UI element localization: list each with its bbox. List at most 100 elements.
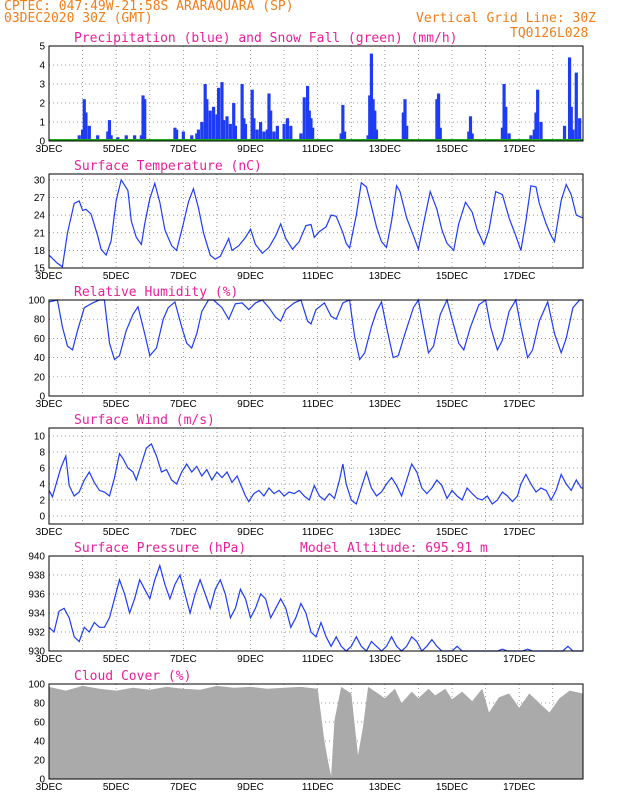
precip-bar bbox=[233, 125, 237, 141]
pressure-xtick: 3DEC bbox=[36, 654, 63, 665]
wind-xtick: 7DEC bbox=[170, 527, 197, 538]
precip-bar bbox=[225, 116, 229, 141]
temperature-ytick: 18 bbox=[34, 246, 46, 257]
pressure-title: Surface Pressure (hPa) bbox=[74, 541, 246, 556]
wind-line bbox=[48, 443, 583, 506]
precip-bar bbox=[258, 122, 263, 141]
precipitation-ytick: 4 bbox=[39, 61, 45, 72]
precipitation-xtick: 11DEC bbox=[302, 144, 334, 155]
precip-bar bbox=[243, 123, 248, 141]
precip-bar bbox=[567, 57, 572, 141]
precip-bar bbox=[96, 135, 100, 141]
precip-bar bbox=[504, 106, 508, 141]
temperature-xtick: 9DEC bbox=[237, 271, 264, 282]
precip-bar bbox=[500, 127, 504, 141]
precip-bar bbox=[374, 129, 379, 141]
precipitation-xtick: 9DEC bbox=[237, 144, 264, 155]
precip-bar bbox=[124, 135, 128, 141]
precip-bar bbox=[401, 112, 405, 141]
humidity-title: Relative Humidity (%) bbox=[74, 285, 238, 300]
precipitation-xtick: 17DEC bbox=[503, 144, 535, 155]
precip-bar bbox=[232, 103, 236, 141]
precip-bar bbox=[82, 99, 86, 141]
precip-bar bbox=[275, 125, 279, 141]
humidity-xtick: 5DEC bbox=[103, 399, 130, 410]
humidity-xtick: 9DEC bbox=[237, 399, 264, 410]
precip-bar bbox=[309, 118, 313, 141]
pressure-ytick: 940 bbox=[28, 552, 45, 563]
precip-bar bbox=[265, 129, 269, 141]
pressure-xtick: 13DEC bbox=[369, 654, 401, 665]
cloud-xtick: 3DEC bbox=[36, 782, 63, 793]
precipitation-title: Precipitation (blue) and Snow Fall (gree… bbox=[74, 31, 458, 46]
pressure-ytick: 930 bbox=[28, 647, 45, 658]
humidity-ytick: 100 bbox=[28, 296, 45, 307]
pressure-xtick: 9DEC bbox=[237, 654, 264, 665]
precip-bar bbox=[373, 110, 377, 141]
temperature-xtick: 3DEC bbox=[36, 271, 63, 282]
precip-bar bbox=[307, 110, 311, 141]
precip-bar bbox=[255, 129, 259, 141]
pressure-frame bbox=[48, 555, 584, 652]
humidity-ytick: 40 bbox=[34, 353, 46, 364]
humidity-frame bbox=[48, 299, 584, 397]
precip-bar bbox=[405, 125, 409, 141]
cloud-xtick: 11DEC bbox=[302, 782, 334, 793]
cloud-frame bbox=[48, 683, 584, 780]
precip-bar bbox=[285, 118, 290, 141]
cloud-ytick: 80 bbox=[34, 699, 46, 710]
code-label: TQ0126L028 bbox=[510, 26, 589, 41]
precip-bar bbox=[196, 129, 201, 141]
precip-bar bbox=[240, 84, 244, 141]
temperature-xtick: 5DEC bbox=[103, 271, 130, 282]
precip-bar bbox=[366, 135, 370, 141]
precip-bar bbox=[205, 99, 209, 141]
precip-bar bbox=[289, 125, 293, 141]
temperature-ytick: 24 bbox=[34, 211, 46, 222]
pressure-annotation: Model Altitude: 695.91 m bbox=[300, 541, 488, 556]
wind-title: Surface Wind (m/s) bbox=[74, 413, 215, 428]
precipitation-frame bbox=[48, 45, 584, 142]
cloud-xtick: 5DEC bbox=[103, 782, 130, 793]
precip-bar bbox=[228, 123, 232, 141]
humidity-ytick: 20 bbox=[34, 372, 46, 383]
precip-bar bbox=[77, 135, 81, 141]
precip-bar bbox=[107, 120, 112, 141]
precip-bar bbox=[302, 97, 306, 141]
wind-xtick: 9DEC bbox=[237, 527, 264, 538]
temperature-xtick: 15DEC bbox=[436, 271, 468, 282]
precip-bar bbox=[215, 114, 219, 141]
humidity-xtick: 3DEC bbox=[36, 399, 63, 410]
precipitation-xtick: 15DEC bbox=[436, 144, 468, 155]
temperature-ytick: 30 bbox=[34, 175, 46, 186]
cloud-ytick: 60 bbox=[34, 718, 46, 729]
pressure-ytick: 936 bbox=[28, 590, 45, 601]
cloud-area bbox=[49, 685, 583, 779]
precip-bar bbox=[339, 133, 343, 141]
precip-bar bbox=[190, 135, 194, 141]
temperature-ytick: 15 bbox=[34, 264, 46, 275]
cloud-ytick: 20 bbox=[34, 756, 46, 767]
wind-xtick: 11DEC bbox=[302, 527, 334, 538]
precip-bar bbox=[203, 84, 207, 141]
precipitation-xtick: 7DEC bbox=[170, 144, 197, 155]
temperature-xtick: 17DEC bbox=[503, 271, 535, 282]
humidity-ytick: 60 bbox=[34, 334, 46, 345]
precip-bar bbox=[578, 118, 582, 141]
wind-ytick: 8 bbox=[39, 448, 45, 459]
precip-bar bbox=[341, 104, 345, 141]
humidity-xtick: 7DEC bbox=[170, 399, 197, 410]
precip-bar bbox=[272, 131, 276, 141]
precip-bar bbox=[106, 131, 110, 141]
precipitation-ytick: 1 bbox=[39, 118, 45, 129]
precip-bar bbox=[181, 131, 185, 141]
precipitation-ytick: 3 bbox=[39, 80, 45, 91]
cloud-ytick: 40 bbox=[34, 737, 46, 748]
precip-bar bbox=[502, 84, 506, 141]
precip-bar bbox=[282, 123, 286, 141]
humidity-ytick: 0 bbox=[39, 392, 45, 403]
temperature-frame bbox=[48, 173, 584, 269]
cloud-title: Cloud Cover (%) bbox=[74, 669, 191, 684]
precip-bar bbox=[252, 118, 256, 141]
temperature-ytick: 21 bbox=[34, 228, 46, 239]
